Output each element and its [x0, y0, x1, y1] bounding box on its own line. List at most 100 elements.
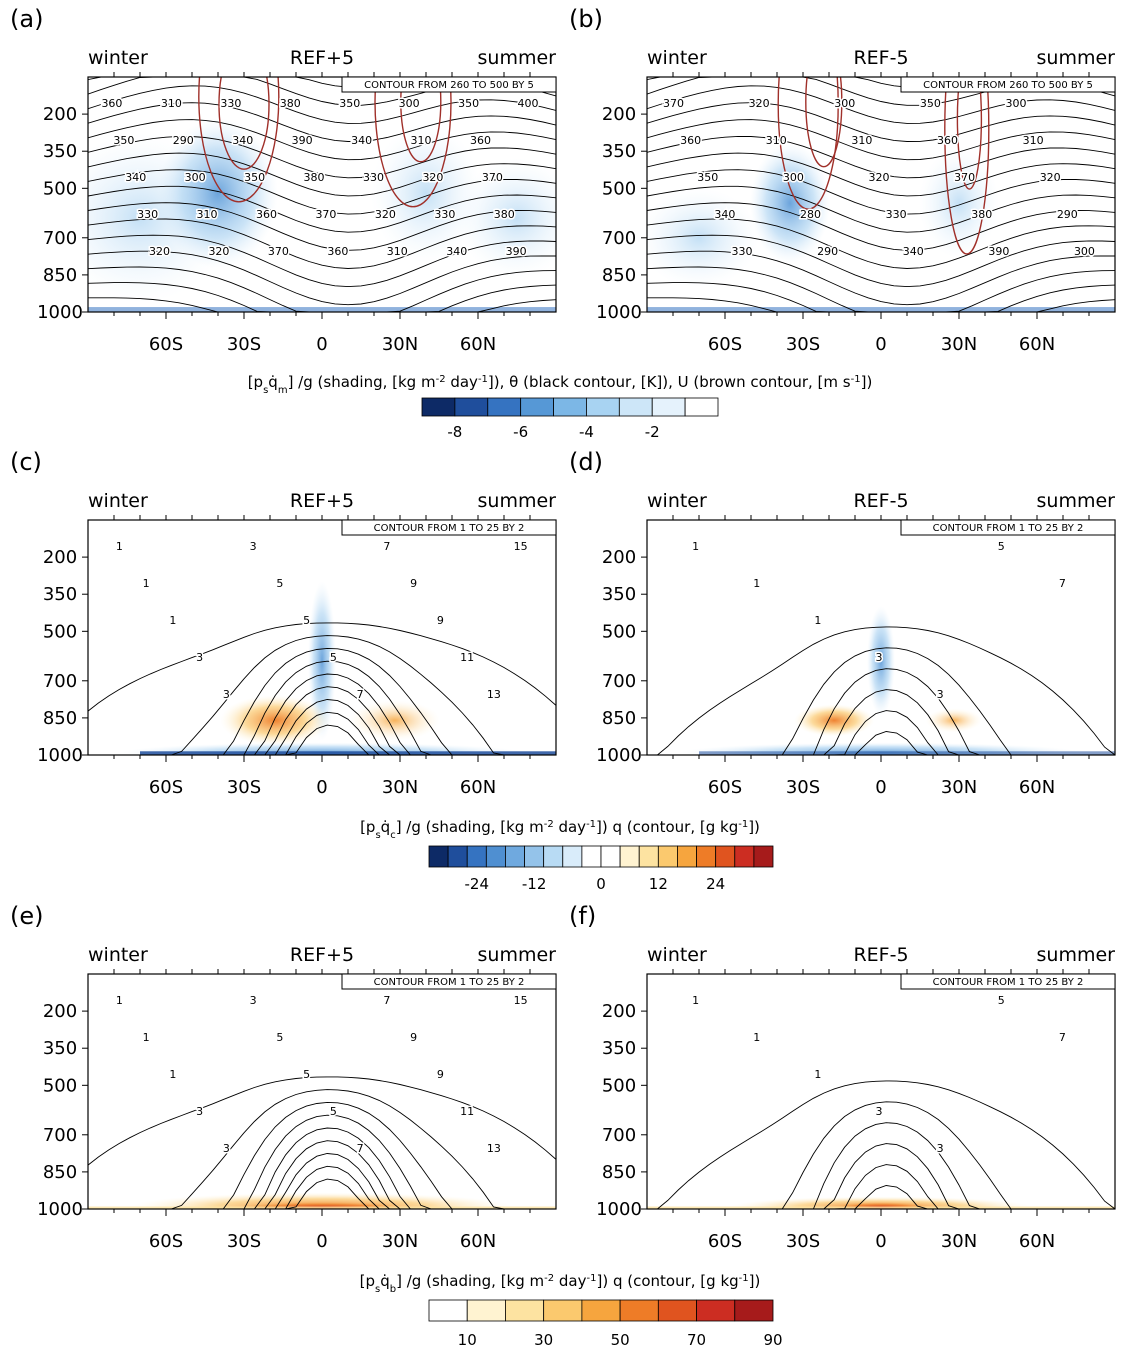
q-contour	[647, 1080, 1115, 1209]
contour-label: 11	[460, 651, 474, 664]
theta-contour	[88, 135, 556, 179]
colorbar-cell	[677, 845, 697, 868]
y-tick-label: 850	[43, 265, 77, 286]
y-tick-label: 1000	[37, 302, 83, 323]
contour-label: 7	[1059, 577, 1066, 590]
theta-contour	[88, 266, 556, 312]
contour-label: 7	[383, 994, 390, 1007]
q-contour	[647, 689, 1115, 755]
y-tick-label: 200	[43, 1001, 77, 1022]
contour-label: 1	[814, 1068, 821, 1081]
contour-label: 3	[196, 651, 203, 664]
colorbar-cell	[651, 397, 686, 417]
captions: [psq̇m] /g (shading, [kg m-2 day-1]), θ …	[248, 373, 873, 1295]
theta-contour	[647, 185, 1115, 233]
theta-contour	[647, 77, 1115, 88]
q-contour	[88, 635, 556, 755]
x-tick-label: 30S	[227, 777, 261, 798]
surface-shading	[140, 751, 556, 755]
contour-label: 380	[304, 171, 325, 184]
y-tick-label: 1000	[37, 745, 83, 766]
contour-label: 400	[518, 97, 539, 110]
shading-blob	[308, 581, 336, 741]
panel-title: REF-5	[853, 47, 908, 69]
x-tick-label: 60N	[1019, 777, 1055, 798]
panel-b: 370 360 350 340 330 320 310 300 280 290 300 310 320 3…	[569, 5, 1116, 355]
panel-title: REF+5	[290, 490, 354, 512]
contour-label: 320	[375, 208, 396, 221]
x-tick-label: 0	[316, 777, 327, 798]
contour-label: 1	[116, 540, 123, 553]
caption-part: -1	[738, 819, 748, 830]
contour-label: 310	[411, 134, 432, 147]
colorbar-cell	[618, 397, 653, 417]
x-tick-label: 0	[316, 334, 327, 355]
contour-label: 340	[125, 171, 146, 184]
caption-part: -1	[851, 374, 861, 385]
contour-label: 320	[208, 245, 229, 258]
contour-label: 330	[137, 208, 158, 221]
contour-label: 7	[357, 1142, 364, 1155]
contour-info-box	[341, 519, 557, 536]
colorbar-label: 90	[763, 1331, 782, 1349]
x-tick-label: 0	[875, 1231, 886, 1252]
contour-label: 360	[101, 97, 122, 110]
contour-label: 5	[303, 1068, 310, 1081]
contour-label: 300	[185, 171, 206, 184]
caption-part: -1	[587, 1273, 597, 1284]
theta-contour	[88, 282, 556, 312]
wind-contour	[777, 77, 839, 210]
caption-part: q̇	[380, 1272, 390, 1290]
panel-plot-area: 1 1 1 3 3 5 7	[647, 539, 1115, 755]
x-tick-label: 60S	[149, 777, 183, 798]
contour-label: 9	[437, 614, 444, 627]
y-tick-label: 350	[43, 141, 77, 162]
y-tick-label: 700	[43, 671, 77, 692]
contour-label: 370	[482, 171, 503, 184]
contour-label: 310	[197, 208, 218, 221]
panel-label: (a)	[10, 5, 43, 33]
q-contour	[647, 1143, 1115, 1209]
y-tick-label: 1000	[596, 302, 642, 323]
shading-blob	[349, 700, 440, 741]
summer-label: summer	[1037, 47, 1116, 69]
contour-label: 300	[399, 97, 420, 110]
q-contour	[88, 673, 556, 755]
colorbar-cell	[619, 1299, 659, 1322]
caption-part: [p	[360, 1272, 375, 1290]
caption-part: q̇	[268, 373, 278, 391]
panel-title: REF-5	[853, 490, 908, 512]
summer-label: summer	[1037, 944, 1116, 966]
shading-blob	[457, 158, 556, 278]
x-tick-label: 30S	[786, 1231, 820, 1252]
contour-label: 380	[971, 208, 992, 221]
panels: 3603503403303203102903003103203303403503…	[10, 5, 1116, 1252]
x-tick-label: 30N	[382, 1231, 418, 1252]
contour-label: 390	[506, 245, 527, 258]
theta-contour	[647, 119, 1115, 161]
q-contour	[88, 1114, 556, 1209]
theta-contour	[647, 282, 1115, 312]
colorbar-cell	[553, 397, 587, 417]
theta-contour	[88, 202, 556, 251]
shading-blob	[158, 118, 278, 269]
contour-label: 1	[692, 994, 699, 1007]
q-contour	[647, 1101, 1115, 1209]
contour-label: 330	[732, 245, 753, 258]
y-tick-label: 700	[43, 228, 77, 249]
caption-part: s	[375, 1284, 380, 1295]
y-tick-label: 350	[602, 584, 636, 605]
colorbar-cell	[734, 1299, 774, 1322]
colorbar-cell	[520, 397, 554, 417]
panel-frame	[87, 973, 557, 1210]
y-tick-label: 850	[602, 708, 636, 729]
contour-label: 360	[937, 134, 958, 147]
contour-info-box	[900, 973, 1116, 990]
x-tick-label: 60S	[708, 1231, 742, 1252]
contour-label: 7	[357, 688, 364, 701]
contour-label: 280	[800, 208, 821, 221]
x-tick-label: 0	[316, 1231, 327, 1252]
contour-label: 3	[223, 1142, 230, 1155]
panel-label: (b)	[569, 5, 603, 33]
